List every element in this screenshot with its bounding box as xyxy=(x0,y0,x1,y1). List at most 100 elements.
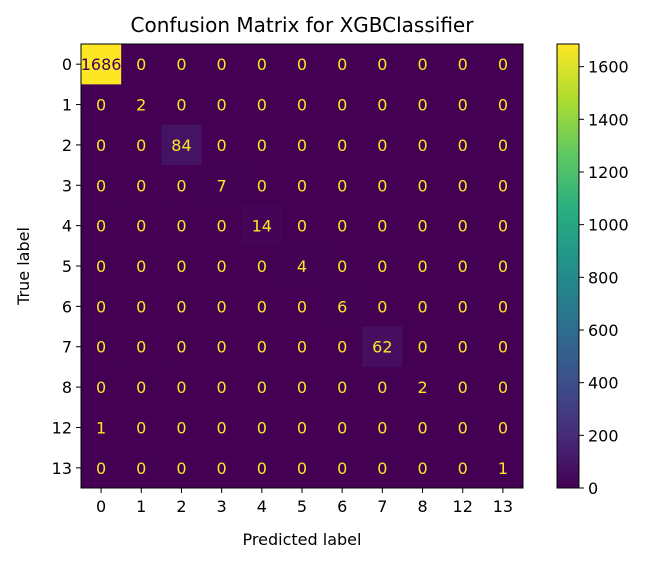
cell-value-label: 0 xyxy=(257,378,267,397)
cell-value-label: 0 xyxy=(498,176,508,195)
cell-value-label: 0 xyxy=(377,257,387,276)
heatmap-cell xyxy=(482,205,524,247)
heatmap-cell xyxy=(121,124,162,166)
colorbar-tick-label: 1000 xyxy=(588,216,629,235)
heatmap-cell xyxy=(362,447,403,489)
heatmap-cell xyxy=(482,245,524,287)
cell-value-label: 1 xyxy=(96,418,106,437)
heatmap-cell xyxy=(281,124,323,166)
heatmap-cell xyxy=(241,165,283,206)
heatmap-cell xyxy=(161,447,203,489)
heatmap-cell xyxy=(482,447,524,489)
heatmap-cell xyxy=(81,44,122,85)
heatmap-cell xyxy=(482,44,524,85)
heatmap-cell xyxy=(241,407,283,449)
cell-value-label: 0 xyxy=(257,297,267,316)
cell-value-label: 0 xyxy=(217,96,227,115)
cell-value-label: 0 xyxy=(136,297,146,316)
cell-value-label: 0 xyxy=(297,55,307,74)
cell-value-label: 0 xyxy=(498,257,508,276)
heatmap-cell xyxy=(281,44,323,85)
heatmap-cell xyxy=(482,124,524,166)
cell-value-label: 0 xyxy=(458,96,468,115)
cell-value-label: 0 xyxy=(176,96,186,115)
x-tick-label: 2 xyxy=(176,497,186,516)
colorbar-tick-label: 600 xyxy=(588,321,619,340)
heatmap-cell xyxy=(402,286,444,328)
cell-value-label: 0 xyxy=(337,96,347,115)
cell-value-label: 0 xyxy=(377,217,387,236)
x-tick-label: 5 xyxy=(297,497,307,516)
heatmap-cell xyxy=(362,245,403,287)
cell-value-label: 0 xyxy=(136,257,146,276)
heatmap-cell xyxy=(322,165,363,206)
heatmap-cell xyxy=(121,286,162,328)
heatmap-cell xyxy=(241,447,283,489)
heatmap-cell xyxy=(121,326,162,368)
heatmap-cell xyxy=(402,205,444,247)
cell-value-label: 0 xyxy=(136,378,146,397)
colorbar-tick-label: 0 xyxy=(588,479,598,498)
cell-value-label: 0 xyxy=(337,55,347,74)
cell-value-label: 0 xyxy=(377,136,387,155)
cell-value-label: 0 xyxy=(377,378,387,397)
x-tick-label: 7 xyxy=(377,497,387,516)
cell-value-label: 0 xyxy=(96,217,106,236)
cell-value-label: 1 xyxy=(498,459,508,478)
heatmap-cell xyxy=(322,286,363,328)
y-tick-label: 6 xyxy=(62,297,72,316)
cell-value-label: 0 xyxy=(377,55,387,74)
heatmap-cell xyxy=(322,205,363,247)
heatmap-cell xyxy=(362,366,403,408)
heatmap-cell xyxy=(322,245,363,287)
heatmap-cell xyxy=(482,165,524,206)
cell-value-label: 0 xyxy=(217,297,227,316)
heatmap-cell xyxy=(362,286,403,328)
heatmap-cell xyxy=(121,84,162,126)
heatmap-cell xyxy=(121,44,162,85)
cell-value-label: 0 xyxy=(337,459,347,478)
heatmap-cell xyxy=(322,84,363,126)
heatmap-cell xyxy=(362,205,403,247)
cell-value-label: 0 xyxy=(136,176,146,195)
cell-value-label: 0 xyxy=(417,96,427,115)
heatmap-cell xyxy=(161,44,203,85)
cell-value-label: 0 xyxy=(337,338,347,357)
heatmap-cell xyxy=(201,44,243,85)
heatmap-cell xyxy=(241,286,283,328)
heatmap-cell xyxy=(81,84,122,126)
cell-value-label: 0 xyxy=(297,176,307,195)
x-tick-label: 12 xyxy=(453,497,473,516)
heatmap-cell xyxy=(442,245,484,287)
heatmap-cell xyxy=(161,366,203,408)
cell-value-label: 0 xyxy=(257,55,267,74)
heatmap-cell xyxy=(81,326,122,368)
heatmap-cell xyxy=(121,165,162,206)
heatmap-cell xyxy=(121,205,162,247)
heatmap-cell xyxy=(442,326,484,368)
y-tick-label: 8 xyxy=(62,378,72,397)
heatmap-cell xyxy=(81,407,122,449)
heatmap-cell xyxy=(81,286,122,328)
heatmap-cell xyxy=(161,205,203,247)
cell-value-label: 0 xyxy=(96,176,106,195)
heatmap-cell xyxy=(281,165,323,206)
y-tick-label: 3 xyxy=(62,176,72,195)
cell-value-label: 0 xyxy=(176,297,186,316)
heatmap-cell xyxy=(362,44,403,85)
heatmap-cell xyxy=(201,407,243,449)
cell-value-label: 0 xyxy=(417,338,427,357)
x-tick-label: 13 xyxy=(493,497,513,516)
cell-value-label: 0 xyxy=(498,338,508,357)
cell-value-label: 0 xyxy=(176,217,186,236)
cell-value-label: 1686 xyxy=(81,55,122,74)
heatmap-cell xyxy=(362,407,403,449)
x-axis-ticks: 0 1 2 3 4 5 6 7 8 12 13 xyxy=(96,488,513,516)
cell-value-label: 0 xyxy=(96,378,106,397)
cell-value-label: 0 xyxy=(257,96,267,115)
colorbar-tick-label: 800 xyxy=(588,268,619,287)
cell-value-label: 62 xyxy=(372,338,392,357)
heatmap-cell xyxy=(482,84,524,126)
heatmap-cell xyxy=(161,407,203,449)
heatmap-cell xyxy=(442,205,484,247)
